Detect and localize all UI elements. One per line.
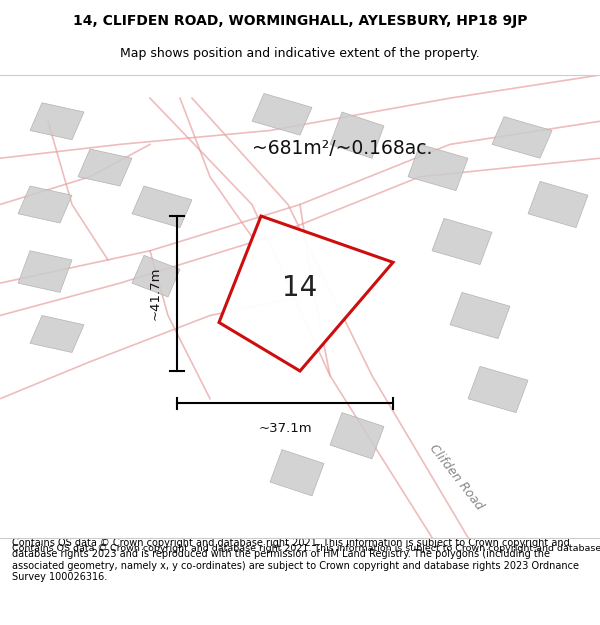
Polygon shape: [132, 186, 192, 228]
Text: ~681m²/~0.168ac.: ~681m²/~0.168ac.: [252, 139, 433, 159]
Polygon shape: [408, 144, 468, 191]
Polygon shape: [252, 94, 312, 135]
Polygon shape: [492, 117, 552, 158]
Polygon shape: [450, 292, 510, 339]
Polygon shape: [18, 251, 72, 292]
Text: 14, CLIFDEN ROAD, WORMINGHALL, AYLESBURY, HP18 9JP: 14, CLIFDEN ROAD, WORMINGHALL, AYLESBURY…: [73, 14, 527, 28]
Polygon shape: [219, 216, 393, 371]
Text: 14: 14: [281, 274, 317, 302]
Text: Contains OS data © Crown copyright and database right 2021. This information is : Contains OS data © Crown copyright and d…: [12, 538, 579, 582]
Text: ~41.7m: ~41.7m: [149, 267, 162, 320]
Text: Clifden Road: Clifden Road: [427, 442, 485, 512]
Polygon shape: [78, 149, 132, 186]
Polygon shape: [330, 112, 384, 158]
Polygon shape: [132, 256, 180, 297]
Polygon shape: [30, 102, 84, 140]
Polygon shape: [468, 366, 528, 413]
Text: ~37.1m: ~37.1m: [258, 422, 312, 435]
Polygon shape: [432, 218, 492, 264]
Text: Contains OS data © Crown copyright and database right 2021. This information is : Contains OS data © Crown copyright and d…: [12, 544, 600, 552]
Polygon shape: [528, 181, 588, 228]
Polygon shape: [18, 186, 72, 223]
Text: Map shows position and indicative extent of the property.: Map shows position and indicative extent…: [120, 48, 480, 61]
Polygon shape: [330, 412, 384, 459]
Polygon shape: [30, 316, 84, 352]
Polygon shape: [270, 449, 324, 496]
